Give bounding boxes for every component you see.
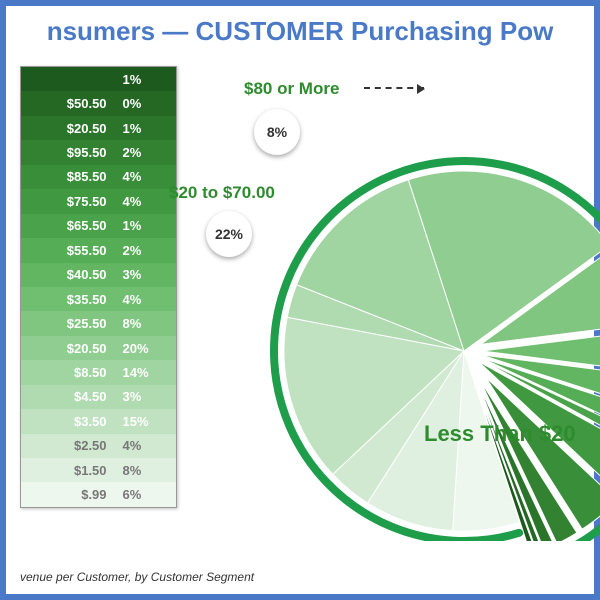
group2-label: $20 to $70.00 <box>169 183 275 203</box>
group2-pct-bubble: 22% <box>206 211 252 257</box>
table-row: $2.504% <box>21 434 176 458</box>
table-row: $75.504% <box>21 189 176 213</box>
table-row: $20.501% <box>21 116 176 140</box>
table-row: $1.508% <box>21 458 176 482</box>
table-row: $35.504% <box>21 287 176 311</box>
footer-caption: venue per Customer, by Customer Segment <box>20 570 254 584</box>
group3-pct-bubble: 8% <box>254 109 300 155</box>
table-row: $3.5015% <box>21 409 176 433</box>
table-row: $40.503% <box>21 263 176 287</box>
table-row: $.996% <box>21 482 176 506</box>
group1-label: Less Than $20 <box>424 421 576 447</box>
price-table: 1%$50.500%$20.501%$95.502%$85.504%$75.50… <box>20 66 177 508</box>
table-row: $95.502% <box>21 140 176 164</box>
table-row: $65.501% <box>21 214 176 238</box>
table-row: $85.504% <box>21 165 176 189</box>
table-row: $20.5020% <box>21 336 176 360</box>
page-title: nsumers — CUSTOMER Purchasing Pow <box>6 16 594 47</box>
table-row: 1% <box>21 67 176 91</box>
table-row: $50.500% <box>21 91 176 115</box>
table-row: $25.508% <box>21 311 176 335</box>
pie-chart: Less Than $20 $20 to $70.00 22% $80 or M… <box>184 61 600 541</box>
table-row: $4.503% <box>21 385 176 409</box>
table-row: $55.502% <box>21 238 176 262</box>
group3-label: $80 or More <box>244 79 339 99</box>
table-row: $8.5014% <box>21 360 176 384</box>
group3-arrow <box>364 87 424 89</box>
